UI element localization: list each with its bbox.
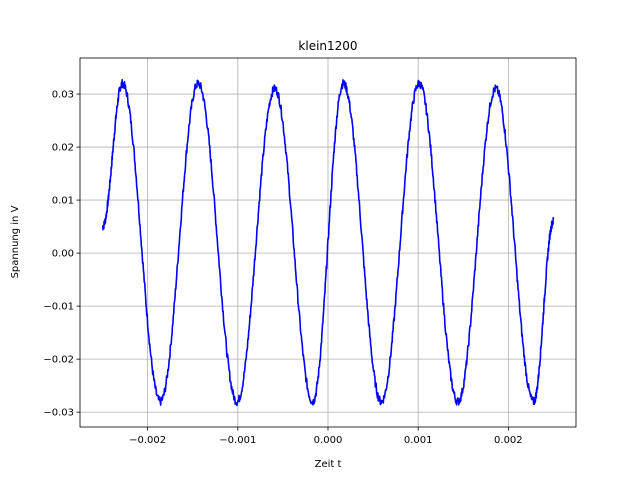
x-axis-label: Zeit t: [315, 459, 342, 470]
series-line: [101, 78, 555, 407]
x-tick-label: 0.002: [494, 435, 523, 446]
y-tick-label: −0.02: [43, 355, 74, 366]
y-tick-label: 0.02: [52, 143, 74, 154]
y-tick-label: −0.03: [43, 408, 74, 419]
data-series: [101, 78, 555, 407]
x-tick-label: 0.001: [404, 435, 433, 446]
y-tick-label: 0.00: [52, 249, 74, 260]
y-axis-ticks: −0.03 −0.02 −0.01 0.00 0.01 0.02 0.03: [43, 90, 80, 419]
x-axis-ticks: −0.002 −0.001 0.000 0.001 0.002: [129, 427, 523, 446]
y-tick-label: −0.01: [43, 302, 74, 313]
x-tick-label: −0.002: [129, 435, 166, 446]
y-tick-label: 0.03: [52, 90, 74, 101]
y-axis-label: Spannung in V: [10, 205, 21, 278]
chart-title: klein1200: [298, 39, 357, 53]
x-tick-label: −0.001: [219, 435, 256, 446]
y-tick-label: 0.01: [52, 196, 74, 207]
x-tick-label: 0.000: [314, 435, 343, 446]
